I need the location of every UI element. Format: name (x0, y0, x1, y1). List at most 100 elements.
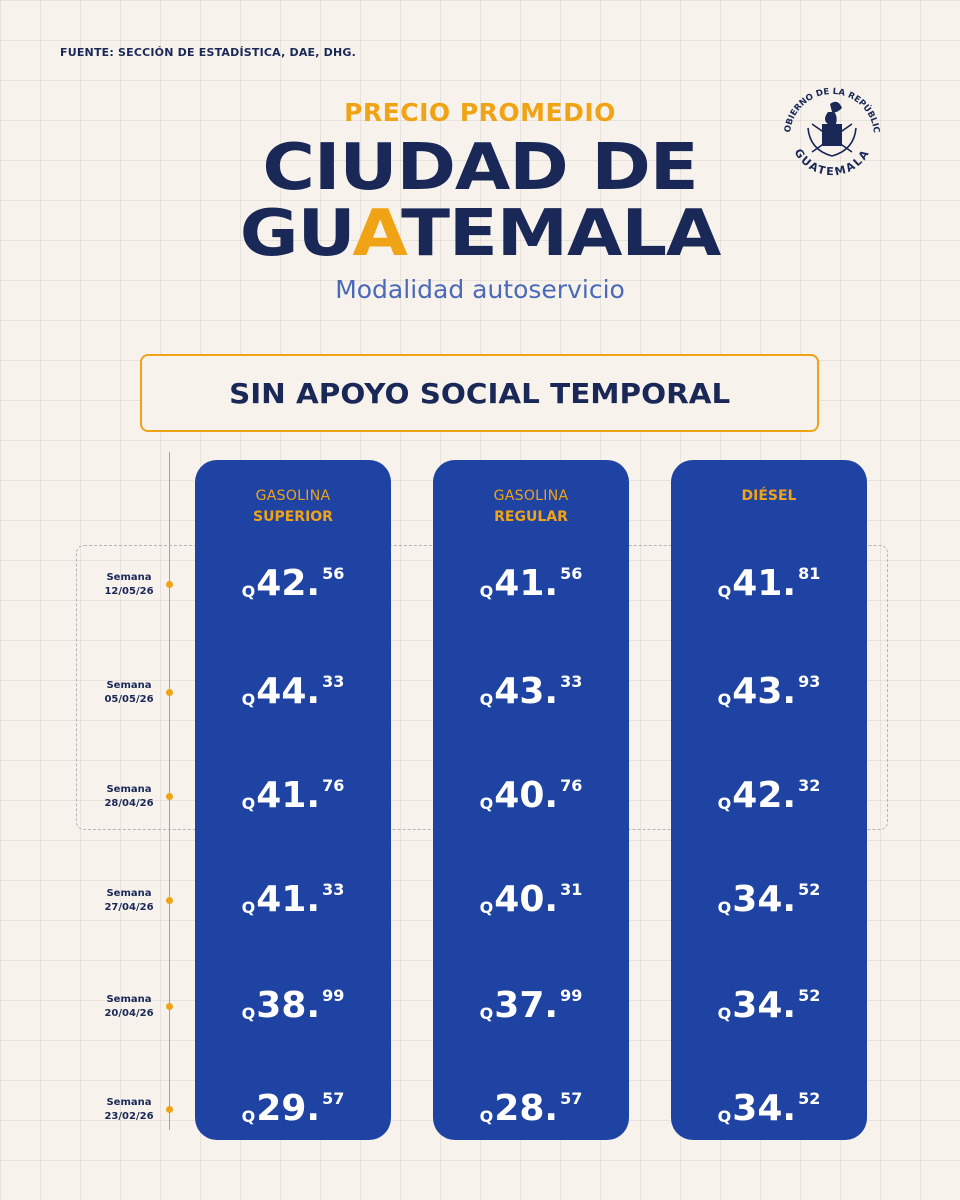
title-block: PRECIO PROMEDIO CIUDAD DE GUATEMALA Moda… (0, 98, 960, 304)
currency-symbol: Q (717, 898, 732, 917)
source-note: FUENTE: SECCIÓN DE ESTADÍSTICA, DAE, DHG… (60, 46, 356, 59)
currency-symbol: Q (241, 794, 256, 813)
week-date: 05/05/26 (104, 694, 154, 705)
price-cents: 31 (560, 880, 583, 899)
price-value: Q28. 57 (433, 1088, 629, 1129)
price-cents: 56 (560, 564, 583, 583)
currency-symbol: Q (479, 690, 494, 709)
price-whole: 28. (494, 1088, 559, 1129)
price-value: Q40. 31 (433, 879, 629, 920)
week-label-word: Semana (106, 680, 152, 691)
week-date: 20/04/26 (104, 1008, 154, 1019)
currency-symbol: Q (479, 898, 494, 917)
currency-symbol: Q (479, 1004, 494, 1023)
currency-symbol: Q (479, 582, 494, 601)
price-whole: 38. (256, 985, 321, 1026)
currency-symbol: Q (717, 1004, 732, 1023)
currency-symbol: Q (717, 690, 732, 709)
price-cents: 52 (798, 1089, 821, 1108)
title-part: TEMALA (401, 197, 721, 271)
currency-symbol: Q (241, 1004, 256, 1023)
price-value: Q40. 76 (433, 775, 629, 816)
price-value: Q41. 33 (195, 879, 391, 920)
price-whole: 41. (256, 879, 321, 920)
price-value: Q41. 76 (195, 775, 391, 816)
price-cents: 52 (798, 986, 821, 1005)
title-part: GU (239, 197, 354, 271)
timeline-dot (166, 581, 173, 588)
price-value: Q29. 57 (195, 1088, 391, 1129)
currency-symbol: Q (717, 794, 732, 813)
price-whole: 44. (256, 671, 321, 712)
price-value: Q37. 99 (433, 985, 629, 1026)
price-whole: 34. (732, 879, 797, 920)
currency-symbol: Q (241, 1107, 256, 1126)
price-cents: 56 (322, 564, 345, 583)
fuel-column-header: GASOLINA SUPERIOR (195, 486, 391, 528)
price-cents: 93 (798, 672, 821, 691)
week-label-word: Semana (106, 888, 152, 899)
price-value: Q34. 52 (671, 985, 867, 1026)
price-value: Q42. 32 (671, 775, 867, 816)
price-cents: 32 (798, 776, 821, 795)
price-cents: 99 (322, 986, 345, 1005)
government-seal-logo: GOBIERNO DE LA REPÚBLICA GUATEMALA (772, 84, 881, 178)
fuel-column-header: DIÉSEL (671, 486, 867, 507)
price-whole: 42. (256, 563, 321, 604)
price-whole: 40. (494, 775, 559, 816)
timeline-dot (166, 689, 173, 696)
price-cents: 52 (798, 880, 821, 899)
price-value: Q41. 56 (433, 563, 629, 604)
week-label: Semana 27/04/26 (84, 887, 174, 915)
price-value: Q34. 52 (671, 1088, 867, 1129)
price-cents: 76 (322, 776, 345, 795)
fuel-grade: SUPERIOR (253, 509, 333, 525)
currency-symbol: Q (241, 690, 256, 709)
price-value: Q42. 56 (195, 563, 391, 604)
price-cents: 33 (322, 880, 345, 899)
week-label: Semana 05/05/26 (84, 679, 174, 707)
timeline-dot (166, 1003, 173, 1010)
currency-symbol: Q (479, 1107, 494, 1126)
fuel-type: GASOLINA (493, 488, 569, 504)
week-label-word: Semana (106, 1097, 152, 1108)
price-value: Q38. 99 (195, 985, 391, 1026)
main-title-line1: CIUDAD DE (262, 131, 698, 205)
price-whole: 29. (256, 1088, 321, 1129)
week-date: 28/04/26 (104, 798, 154, 809)
price-cents: 33 (322, 672, 345, 691)
mode-subtitle: Modalidad autoservicio (335, 275, 625, 304)
price-whole: 42. (732, 775, 797, 816)
price-cents: 57 (322, 1089, 345, 1108)
week-date: 27/04/26 (104, 902, 154, 913)
week-label-word: Semana (106, 994, 152, 1005)
price-cents: 33 (560, 672, 583, 691)
fuel-column-header: GASOLINA REGULAR (433, 486, 629, 528)
price-value: Q43. 93 (671, 671, 867, 712)
main-title-line2: GUATEMALA (0, 201, 960, 267)
fuel-column: GASOLINA REGULAR Q41. 56 Q43. 33 Q40. 76 Q40. 31 Q… (433, 460, 629, 1140)
price-whole: 34. (732, 1088, 797, 1129)
banner-text: SIN APOYO SOCIAL TEMPORAL (228, 376, 731, 410)
currency-symbol: Q (717, 582, 732, 601)
week-label: Semana 20/04/26 (84, 993, 174, 1021)
timeline-dot (166, 793, 173, 800)
price-whole: 34. (732, 985, 797, 1026)
price-whole: 41. (494, 563, 559, 604)
currency-symbol: Q (479, 794, 494, 813)
price-cents: 99 (560, 986, 583, 1005)
week-label-word: Semana (106, 784, 152, 795)
week-label: Semana 12/05/26 (84, 571, 174, 599)
price-value: Q44. 33 (195, 671, 391, 712)
price-whole: 41. (732, 563, 797, 604)
title-accent-letter: A (352, 197, 402, 271)
week-label: Semana 23/02/26 (84, 1096, 174, 1124)
currency-symbol: Q (241, 898, 256, 917)
price-cents: 76 (560, 776, 583, 795)
price-value: Q43. 33 (433, 671, 629, 712)
timeline-dot (166, 1106, 173, 1113)
currency-symbol: Q (241, 582, 256, 601)
price-cents: 81 (798, 564, 821, 583)
price-whole: 43. (732, 671, 797, 712)
timeline-dot (166, 897, 173, 904)
